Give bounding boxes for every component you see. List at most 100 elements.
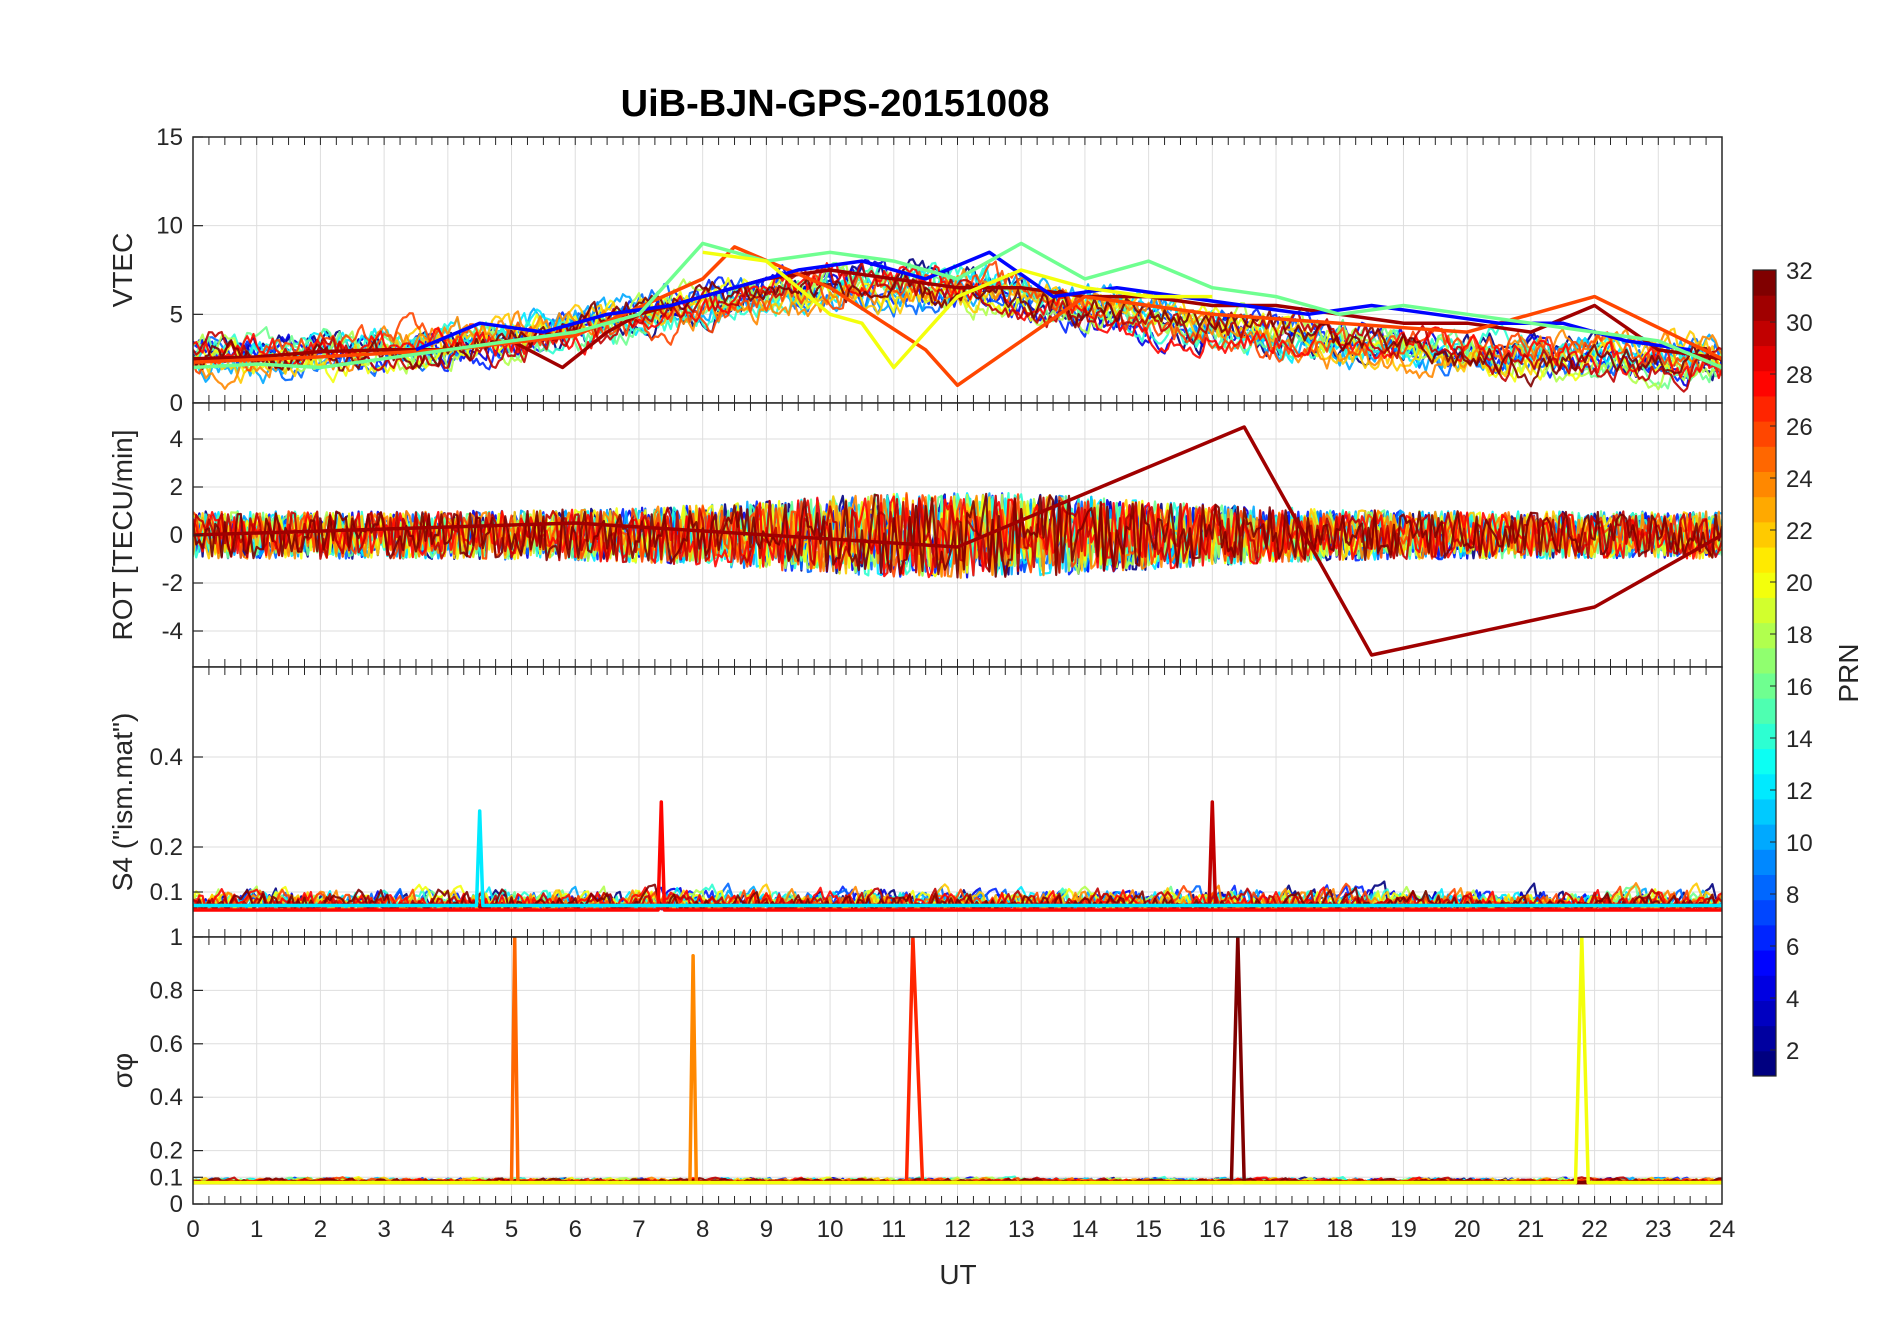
x-tick-label: 4 <box>441 1216 454 1243</box>
trace-prn-32 <box>193 492 1722 579</box>
colorbar-tick-label: 10 <box>1786 830 1813 857</box>
x-tick-label: 9 <box>760 1216 773 1243</box>
colorbar-tick-label: 14 <box>1786 726 1813 753</box>
colorbar-tick-label: 22 <box>1786 518 1813 545</box>
y-axis-label: VTEC <box>107 233 138 308</box>
y-ticks: 0.1 0.2 0.4 <box>150 744 203 906</box>
panel-sigma: 00.10.2 0.4 0.6 0.8 1 σφ <box>107 924 1723 1218</box>
colorbar-swatch <box>1753 547 1776 573</box>
colorbar-swatch <box>1753 773 1776 800</box>
colorbar-swatch <box>1753 471 1776 498</box>
traces <box>193 937 1722 1185</box>
trace-prn-30 <box>193 261 1722 393</box>
y-axis-label: σφ <box>107 1053 138 1088</box>
trace-prn-30 <box>193 887 1722 912</box>
colorbar-swatch <box>1753 849 1776 875</box>
y-tick-label: 0.2 <box>150 1138 183 1165</box>
x-tick-label: 18 <box>1326 1216 1353 1243</box>
colorbar-swatch <box>1753 1025 1776 1052</box>
y-tick-label: 0.2 <box>150 834 183 861</box>
colorbar-swatch <box>1753 295 1776 321</box>
minor-ticks <box>192 937 1723 1204</box>
y-tick-label: 15 <box>156 124 183 151</box>
colorbar-swatch <box>1753 496 1776 523</box>
trace-prn-32 <box>193 883 1722 912</box>
colorbar-swatch <box>1753 950 1776 976</box>
y-tick-label: -2 <box>162 570 183 597</box>
y-tick-label: 0.4 <box>150 1084 183 1111</box>
series-prn-31 <box>193 425 1722 657</box>
x-tick-label: 2 <box>314 1216 327 1243</box>
panel-vtec: 0 5 10 15 VTEC <box>107 124 1723 417</box>
colorbar-swatch <box>1753 824 1776 850</box>
x-tick-label: 22 <box>1581 1216 1608 1243</box>
x-tick-label: 8 <box>696 1216 709 1243</box>
series-prn-20 <box>702 250 1213 370</box>
colorbar-tick-label: 18 <box>1786 622 1813 649</box>
traces <box>193 425 1722 657</box>
colorbar-swatch <box>1753 572 1776 598</box>
x-tick-label: 1 <box>250 1216 263 1243</box>
y-tick-label: 0.6 <box>150 1031 183 1058</box>
colorbar-swatch <box>1753 395 1776 422</box>
minor-ticks <box>192 403 1723 667</box>
trace-prn-32 <box>193 269 1722 388</box>
colorbar-swatch <box>1753 899 1776 926</box>
x-tick-label: 11 <box>881 1216 906 1243</box>
x-tick-label: 19 <box>1390 1216 1417 1243</box>
colorbar-swatch <box>1753 673 1776 699</box>
colorbar-swatch <box>1753 975 1776 1001</box>
x-tick-label: 6 <box>569 1216 582 1243</box>
series-prn-20 <box>193 937 1722 1185</box>
x-ticks: 0 1 2 3 4 5 6 7 8 9 10 11 12 13 14 15 16 17 18 19 20 21 22 23 24 <box>186 1216 1735 1243</box>
y-tick-label: 2 <box>170 474 183 501</box>
traces <box>193 241 1722 393</box>
colorbar-tick-label: 24 <box>1786 466 1813 493</box>
y-tick-label: 4 <box>170 426 183 453</box>
colorbar-tick-label: 26 <box>1786 414 1813 441</box>
series-prn-5 <box>415 250 1691 352</box>
series-prn-12 <box>193 809 1722 908</box>
y-tick-label: 0.4 <box>150 744 183 771</box>
y-ticks: -4 -2 0 2 4 <box>162 426 203 645</box>
x-tick-label: 16 <box>1199 1216 1226 1243</box>
traces <box>193 800 1722 912</box>
colorbar-swatch <box>1753 798 1776 825</box>
colorbar-tick-label: 8 <box>1786 882 1799 909</box>
colorbar-frame <box>1752 269 1777 1077</box>
panel-s4: 0.1 0.2 0.4 S4 ("ism.mat") <box>107 666 1723 938</box>
colorbar-swatch <box>1753 421 1776 447</box>
x-tick-label: 21 <box>1518 1216 1545 1243</box>
x-tick-label: 12 <box>944 1216 971 1243</box>
colorbar-swatch <box>1753 1050 1776 1077</box>
minor-ticks <box>192 667 1723 937</box>
y-ticks: 00.10.2 0.4 0.6 0.8 1 <box>150 924 203 1218</box>
colorbar-tick-label: 16 <box>1786 674 1813 701</box>
y-axis-label: ROT [TECU/min] <box>107 429 138 640</box>
colorbar-swatch <box>1753 1000 1776 1027</box>
colorbar-swatch <box>1753 597 1776 624</box>
colorbar-swatch <box>1753 370 1776 397</box>
colorbar-swatch <box>1753 446 1776 472</box>
colorbar-tick-label: 4 <box>1786 986 1799 1013</box>
x-tick-label: 13 <box>1008 1216 1035 1243</box>
colorbar-tick-label: 30 <box>1786 310 1813 337</box>
y-ticks: 0 5 10 15 <box>156 124 203 417</box>
trace-prn-30 <box>193 494 1722 574</box>
colorbar-tick-label: 20 <box>1786 570 1813 597</box>
x-tick-label: 0 <box>186 1216 199 1243</box>
minor-ticks <box>192 137 1723 403</box>
colorbar-swatch <box>1753 748 1776 775</box>
y-tick-label: 5 <box>170 301 183 328</box>
x-tick-label: 15 <box>1135 1216 1162 1243</box>
x-tick-label: 24 <box>1709 1216 1736 1243</box>
y-tick-label: 0 <box>170 1191 183 1218</box>
colorbar-tick-label: 2 <box>1786 1038 1799 1065</box>
series-prn-28 <box>193 800 1722 912</box>
colorbar-swatch <box>1753 320 1776 347</box>
x-tick-label: 7 <box>632 1216 645 1243</box>
colorbar-swatch <box>1753 521 1776 548</box>
